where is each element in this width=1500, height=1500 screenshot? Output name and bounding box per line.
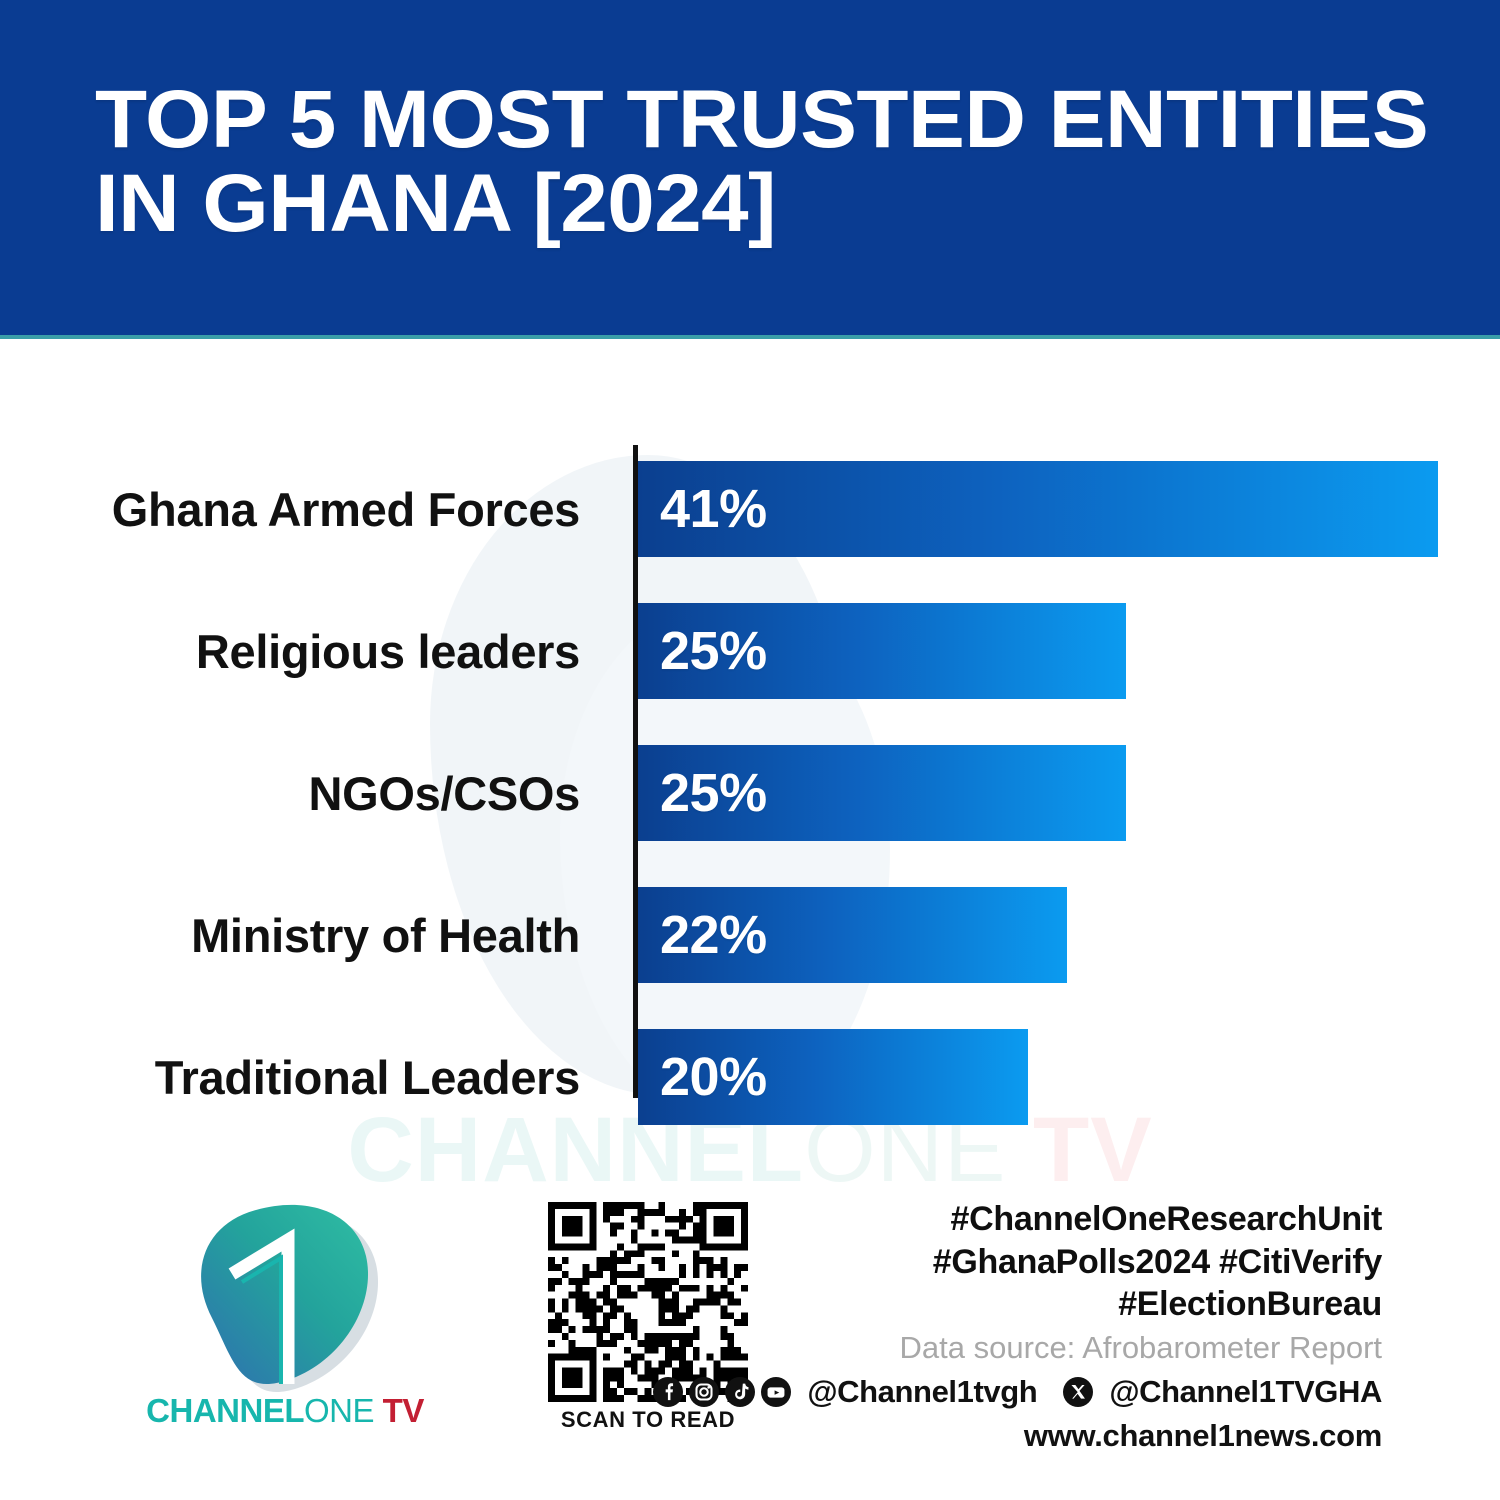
hashtag-line-1: #ChannelOneResearchUnit [950, 1200, 1383, 1238]
chart-row: NGOs/CSOs 25% [0, 745, 1500, 841]
logo-wordmark: CHANNELONE TV [130, 1392, 440, 1430]
bar-category-label: Traditional Leaders [154, 1050, 581, 1104]
youtube-icon[interactable] [761, 1377, 792, 1407]
bar-chart: Ghana Armed Forces 41% Religious leaders 25… [0, 440, 1500, 1125]
bar: 20% [638, 1029, 1028, 1125]
bar-category-label: NGOs/CSOs [308, 766, 580, 820]
bar-value-label: 25% [660, 763, 767, 823]
qr-code-block[interactable]: SCAN TO READ [548, 1202, 748, 1452]
facebook-icon[interactable] [653, 1377, 684, 1407]
logo-mark-icon [201, 1204, 379, 1393]
bar: 41% [638, 461, 1438, 557]
channel-one-logo: CHANNELONE TV [130, 1200, 440, 1460]
footer: CHANNELONE TV SCAN TO READ #ChannelOneRe… [0, 1190, 1500, 1500]
instagram-icon[interactable] [689, 1377, 720, 1407]
website-url[interactable]: www.channel1news.com [1023, 1418, 1382, 1453]
logo-word-one: ONE [303, 1392, 375, 1429]
page-title: TOP 5 MOST TRUSTED ENTITIES IN GHANA [20… [95, 78, 1478, 245]
title-line-2: IN GHANA [2024] [95, 157, 776, 249]
bar-value-label: 20% [660, 1047, 767, 1107]
x-handle[interactable]: @Channel1TVGHA [1109, 1374, 1382, 1409]
qr-caption: SCAN TO READ [560, 1407, 736, 1432]
x-twitter-icon[interactable] [1063, 1377, 1094, 1407]
bar-category-label: Ministry of Health [191, 908, 580, 962]
social-handles-row: @Channel1tvgh @Channel1TVGHA [622, 1374, 1382, 1410]
logo-word-tv: TV [374, 1392, 425, 1429]
data-source-text: Data source: Afrobarometer Report [899, 1330, 1382, 1365]
title-line-1: TOP 5 MOST TRUSTED ENTITIES [95, 74, 1429, 165]
bar: 25% [638, 745, 1126, 841]
qr-code-icon[interactable] [548, 1202, 748, 1402]
bar-value-label: 41% [660, 479, 767, 539]
chart-row: Religious leaders 25% [0, 603, 1500, 699]
bar-category-label: Religious leaders [195, 624, 580, 678]
bar: 25% [638, 603, 1126, 699]
header-banner [0, 0, 1500, 335]
chart-row: Ministry of Health 22% [0, 887, 1500, 983]
bar-category-label: Ghana Armed Forces [111, 482, 581, 536]
watermark-part-3: TV [1006, 1099, 1153, 1201]
hashtag-line-2: #GhanaPolls2024 #CitiVerify [932, 1242, 1383, 1281]
chart-row: Ghana Armed Forces 41% [0, 461, 1500, 557]
social-handle[interactable]: @Channel1tvgh [807, 1374, 1038, 1409]
bar: 22% [638, 887, 1067, 983]
chart-row: Traditional Leaders 20% [0, 1029, 1500, 1125]
logo-word-channel: CHANNEL [146, 1392, 304, 1429]
header-accent-line [0, 335, 1500, 339]
hashtag-line-3: #ElectionBureau [1118, 1285, 1382, 1323]
chart-axis-line [633, 445, 638, 1098]
bar-value-label: 25% [660, 621, 767, 681]
hashtags-block: #ChannelOneResearchUnit #GhanaPolls2024 … [662, 1198, 1383, 1326]
tiktok-icon[interactable] [725, 1377, 756, 1407]
bar-value-label: 22% [660, 905, 767, 965]
